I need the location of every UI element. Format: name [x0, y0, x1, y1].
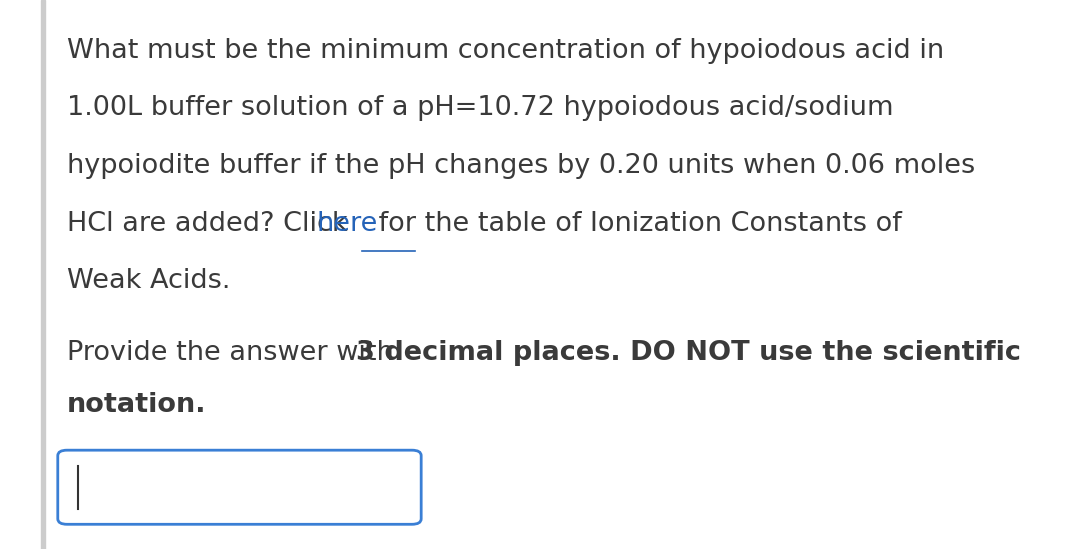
Text: 3 decimal places. DO NOT use the scientific: 3 decimal places. DO NOT use the scienti…: [356, 340, 1022, 366]
Text: Weak Acids.: Weak Acids.: [67, 268, 230, 294]
Text: HCl are added? Click: HCl are added? Click: [67, 211, 356, 237]
FancyBboxPatch shape: [57, 450, 421, 524]
Text: Provide the answer with: Provide the answer with: [67, 340, 403, 366]
Text: for the table of Ionization Constants of: for the table of Ionization Constants of: [369, 211, 902, 237]
Text: here: here: [316, 211, 378, 237]
Text: What must be the minimum concentration of hypoiodous acid in: What must be the minimum concentration o…: [67, 38, 944, 64]
Text: 1.00L buffer solution of a pH=10.72 hypoiodous acid/sodium: 1.00L buffer solution of a pH=10.72 hypo…: [67, 96, 893, 121]
Text: notation.: notation.: [67, 392, 206, 418]
Bar: [41, 0, 44, 549]
Text: hypoiodite buffer if the pH changes by 0.20 units when 0.06 moles: hypoiodite buffer if the pH changes by 0…: [67, 153, 975, 179]
